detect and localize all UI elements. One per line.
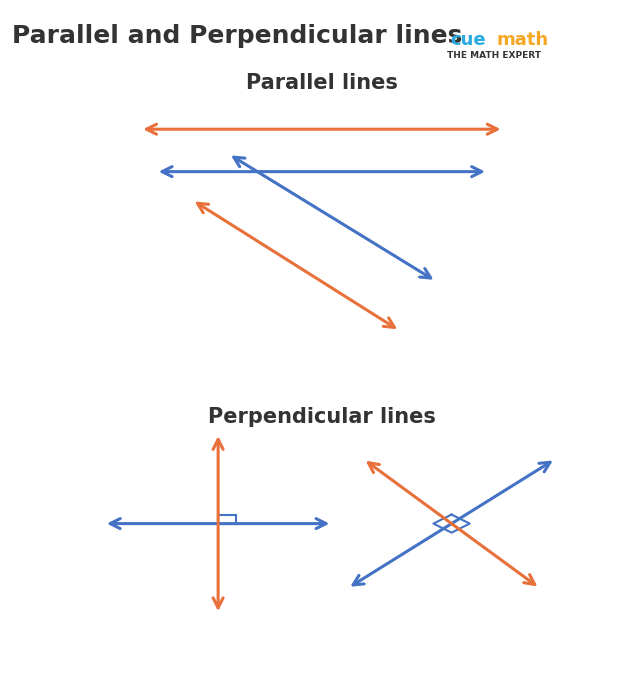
Text: THE MATH EXPERT: THE MATH EXPERT — [447, 51, 541, 60]
Text: Parallel and Perpendicular lines: Parallel and Perpendicular lines — [12, 24, 463, 48]
Bar — [218, 515, 236, 524]
Text: Parallel lines: Parallel lines — [246, 73, 398, 92]
Text: math: math — [497, 31, 549, 48]
Text: cue: cue — [450, 31, 486, 48]
Text: Perpendicular lines: Perpendicular lines — [208, 407, 436, 427]
